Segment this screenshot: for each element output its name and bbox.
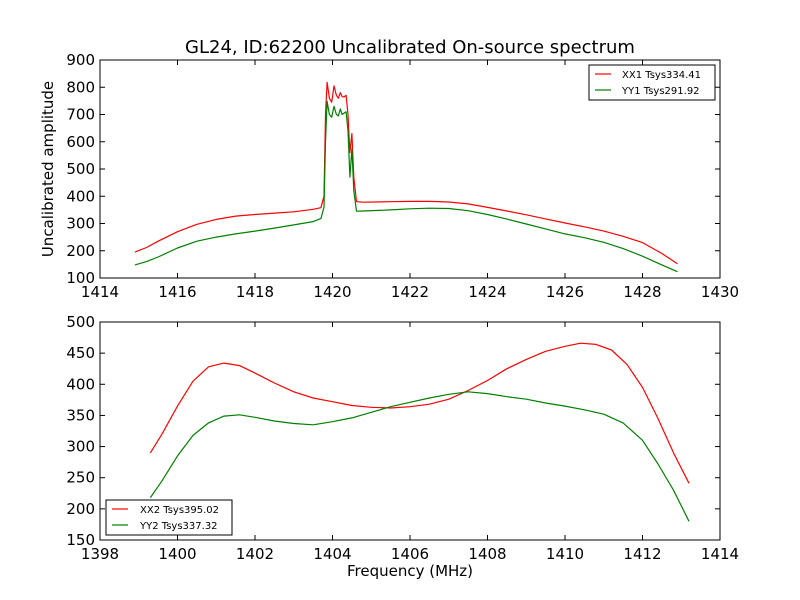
top-series-line-yy1: [134, 100, 678, 273]
bottom-x-tick-label: 1404: [313, 545, 351, 563]
top-y-tick-label: 200: [66, 242, 95, 260]
top-x-tick-label: 1428: [623, 283, 661, 301]
top-plot-series: [134, 81, 678, 273]
bottom-legend-label-xx2: XX2 Tsys395.02: [140, 505, 219, 516]
bottom-plot-series: [149, 342, 690, 522]
bottom-legend-box: [105, 499, 233, 536]
bottom-x-tick-label: 1398: [81, 545, 119, 563]
bottom-x-tick-label: 1408: [468, 545, 506, 563]
top-y-tick-label: 100: [66, 269, 95, 287]
top-x-tick-label: 1416: [158, 283, 196, 301]
top-x-tick-label: 1422: [391, 283, 429, 301]
top-legend-label-xx1: XX1 Tsys334.41: [622, 70, 701, 81]
top-x-tick-label: 1418: [236, 283, 274, 301]
figure-title: GL24, ID:62200 Uncalibrated On-source sp…: [185, 37, 635, 58]
bottom-series-line-xx2: [149, 342, 690, 484]
top-legend-label-yy1: YY1 Tsys291.92: [621, 86, 700, 97]
bottom-x-tick-label: 1402: [236, 545, 274, 563]
top-x-tick-label: 1430: [701, 283, 739, 301]
bottom-plot: 1398 1400 1402 1404 1406 1408 1410 1412 1414 150 2…: [66, 313, 739, 580]
bottom-y-tick-label: 300: [66, 438, 95, 456]
top-plot-ylabel: Uncalibrated amplitude: [39, 81, 57, 257]
bottom-plot-xlabel: Frequency (MHz): [347, 562, 473, 580]
bottom-x-tick-label: 1400: [158, 545, 196, 563]
bottom-y-tick-label: 250: [66, 469, 95, 487]
top-y-tick-label: 400: [66, 187, 95, 205]
bottom-y-tick-label: 200: [66, 500, 95, 518]
bottom-plot-ticks: 1398 1400 1402 1404 1406 1408 1410 1412 1414 150 2…: [66, 313, 739, 563]
top-y-tick-label: 300: [66, 215, 95, 233]
top-y-tick-label: 500: [66, 160, 95, 178]
bottom-x-tick-label: 1414: [701, 545, 739, 563]
bottom-series-line-yy2: [149, 391, 690, 522]
top-x-tick-label: 1414: [81, 283, 119, 301]
bottom-x-tick-label: 1406: [391, 545, 429, 563]
bottom-y-tick-label: 350: [66, 406, 95, 424]
top-y-tick-label: 800: [66, 78, 95, 96]
top-y-tick-label: 600: [66, 133, 95, 151]
bottom-y-tick-label: 150: [66, 531, 95, 549]
bottom-y-tick-label: 450: [66, 344, 95, 362]
bottom-x-tick-label: 1410: [546, 545, 584, 563]
top-x-tick-label: 1426: [546, 283, 584, 301]
top-legend-box: [588, 64, 716, 101]
top-series-line-xx1: [134, 81, 678, 265]
bottom-plot-legend: XX2 Tsys395.02 YY2 Tsys337.32: [105, 499, 233, 536]
top-plot: 1414 1416 1418 1420 1422 1424 1426 1428 1430 100 2…: [39, 51, 739, 301]
top-y-tick-label: 900: [66, 51, 95, 69]
top-y-tick-label: 700: [66, 106, 95, 124]
bottom-y-tick-label: 400: [66, 375, 95, 393]
top-plot-legend: XX1 Tsys334.41 YY1 Tsys291.92: [588, 64, 716, 101]
bottom-y-tick-label: 500: [66, 313, 95, 331]
top-x-tick-label: 1424: [468, 283, 506, 301]
top-x-tick-label: 1420: [313, 283, 351, 301]
bottom-legend-label-yy2: YY2 Tsys337.32: [139, 521, 218, 532]
top-plot-ticks: 1414 1416 1418 1420 1422 1424 1426 1428 1430 100 2…: [66, 51, 739, 301]
bottom-x-tick-label: 1412: [623, 545, 661, 563]
